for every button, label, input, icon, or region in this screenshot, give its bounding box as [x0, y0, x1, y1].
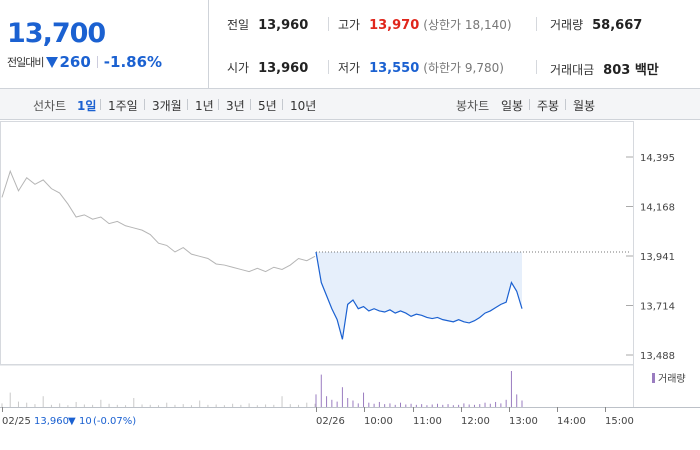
x-tick-label: 02/26 [316, 416, 345, 427]
y-tick-label: 13,488 [640, 351, 675, 362]
tab-10years[interactable]: 10년 [290, 99, 317, 113]
y-axis: 14,395 14,168 13,941 13,714 13,488 [626, 153, 675, 362]
price-chart: 14,395 14,168 13,941 13,714 13,488 거래량 02/25… [0, 121, 700, 427]
volume-legend: 거래량 [658, 373, 686, 385]
x-tick-label: 15:00 [605, 416, 634, 427]
divider [96, 56, 98, 68]
stat-low: 저가 13,550 (하한가 9,780) [338, 59, 504, 76]
divider [144, 99, 145, 110]
y-tick-label: 13,941 [640, 252, 675, 263]
chart-period-toolbar: 선차트 1일 1주일 3개월 1년 3년 5년 10년 봉차트 일봉 주봉 월봉 [0, 89, 700, 120]
stats-grid: 전일 13,960 고가 13,970 (상한가 18,140) 거래량 58,… [210, 0, 700, 89]
divider [529, 99, 530, 110]
tab-daily-candle[interactable]: 일봉 [501, 99, 524, 113]
x-tick-label: 11:00 [413, 416, 442, 427]
y-tick-label: 13,714 [640, 302, 675, 313]
x-tick-label: 02/25 [2, 416, 31, 427]
stat-sub: (상한가 18,140) [423, 18, 512, 32]
today-fill-area [316, 251, 522, 340]
tab-weekly-candle[interactable]: 주봉 [537, 99, 560, 113]
divider [328, 17, 329, 31]
divider [282, 99, 283, 110]
tab-1week[interactable]: 1주일 [108, 99, 138, 113]
prev-day-line [1, 169, 316, 273]
stat-value: 13,550 [369, 61, 420, 76]
candle-chart-title: 봉차트 [456, 99, 490, 113]
divider [218, 99, 219, 110]
price-summary: 13,700 전일대비 260 -1.86% 전일 13,960 고가 13,9… [0, 0, 700, 89]
current-price-box: 13,700 전일대비 260 -1.86% [0, 0, 209, 89]
today-fill [316, 251, 522, 340]
line-chart-title: 선차트 [33, 99, 67, 113]
stat-value: 58,667 [592, 18, 643, 33]
down-triangle-icon [46, 56, 59, 68]
change-row: 전일대비 260 -1.86% [7, 53, 162, 71]
stat-label: 고가 [338, 18, 361, 32]
stat-sub: (하한가 9,780) [423, 61, 504, 75]
divider [565, 99, 566, 110]
stat-prev-close: 전일 13,960 [227, 16, 308, 33]
plot-frame [0, 121, 634, 365]
divider [536, 60, 537, 74]
change-percent: -1.86% [103, 53, 163, 71]
stat-value: 803 백만 [603, 63, 659, 78]
tab-1day[interactable]: 1일 [77, 99, 97, 113]
divider [187, 99, 188, 110]
today-line [315, 251, 523, 340]
current-price: 13,700 [7, 18, 106, 49]
down-triangle-icon: ▼ [68, 416, 76, 427]
x-tick-label: 10:00 [364, 416, 393, 427]
prev-day-percent: (-0.07%) [93, 416, 136, 427]
volume-bars [1, 371, 523, 407]
x-tick-label: 14:00 [557, 416, 586, 427]
x-tick-label: 12:00 [461, 416, 490, 427]
y-tick-label: 14,395 [640, 153, 675, 164]
volume-legend-swatch [652, 373, 655, 383]
stat-value: 13,970 [369, 18, 420, 33]
divider [328, 60, 329, 74]
change-value: 260 [59, 53, 91, 71]
tab-3months[interactable]: 3개월 [152, 99, 182, 113]
tab-3years[interactable]: 3년 [226, 99, 245, 113]
stat-label: 거래대금 [550, 63, 595, 77]
prev-day-value: 13,960 [34, 416, 69, 427]
tab-1year[interactable]: 1년 [195, 99, 214, 113]
change-label: 전일대비 [7, 56, 44, 69]
divider [536, 17, 537, 31]
divider [100, 99, 101, 110]
tab-monthly-candle[interactable]: 월봉 [573, 99, 596, 113]
x-tick-label: 13:00 [509, 416, 538, 427]
stat-label: 전일 [227, 18, 250, 32]
tab-5years[interactable]: 5년 [258, 99, 277, 113]
stat-value: 13,960 [258, 18, 309, 33]
x-axis: 02/25 02/26 10:00 11:00 12:00 13:00 14:00 15:00 [2, 407, 634, 427]
price-lines [1, 169, 523, 340]
stat-high: 고가 13,970 (상한가 18,140) [338, 16, 512, 33]
stat-open: 시가 13,960 [227, 59, 308, 76]
stat-value: 13,960 [258, 61, 309, 76]
stat-label: 시가 [227, 61, 250, 75]
stat-amount: 거래대금 803 백만 [550, 59, 659, 78]
y-tick-label: 14,168 [640, 203, 675, 214]
divider [250, 99, 251, 110]
stat-volume: 거래량 58,667 [550, 16, 642, 33]
stat-label: 거래량 [550, 18, 584, 32]
stat-label: 저가 [338, 61, 361, 75]
prev-day-change: 10 [79, 416, 92, 427]
